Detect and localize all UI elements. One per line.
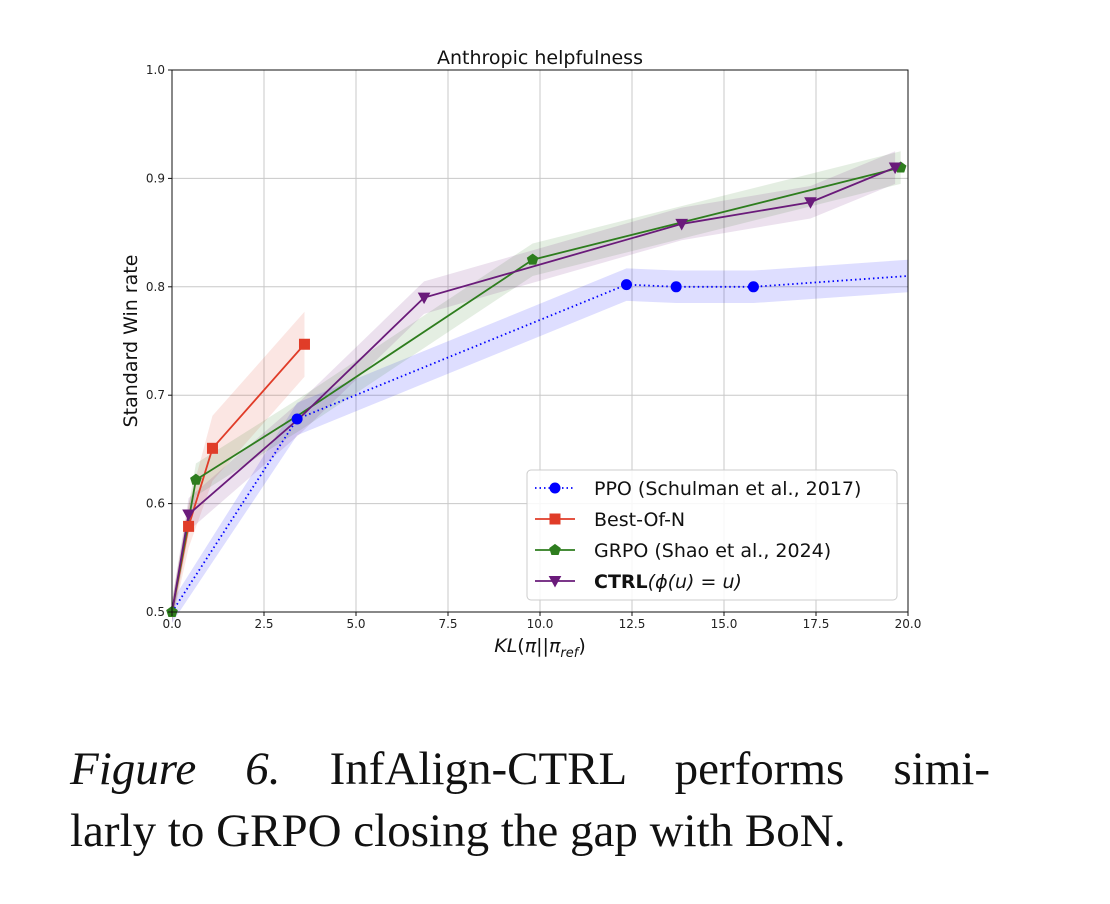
data-point-2-1 bbox=[190, 473, 202, 485]
legend: PPO (Schulman et al., 2017) Best-Of-N GRPO… bbox=[526, 469, 898, 601]
data-point-0-3 bbox=[670, 281, 682, 293]
legend-marker-3 bbox=[548, 576, 562, 588]
data-point-0-4 bbox=[747, 281, 759, 293]
x-axis-label-open: ( bbox=[517, 635, 524, 657]
error-band-1 bbox=[172, 311, 305, 623]
legend-label-3: CTRL(ϕ(u) = u) bbox=[594, 571, 742, 593]
data-point-1-3 bbox=[298, 338, 310, 350]
x-tick-label: 2.5 bbox=[254, 617, 273, 631]
caption-line-1: Figure 6. InfAlign-CTRL performs simi- bbox=[70, 738, 990, 800]
caption-text-1: InfAlign-CTRL performs simi- bbox=[329, 743, 990, 795]
legend-marker-2 bbox=[549, 543, 561, 555]
error-band-3 bbox=[172, 151, 896, 623]
data-point-1-1 bbox=[183, 520, 195, 532]
caption-line-2: larly to GRPO closing the gap with BoN. bbox=[70, 805, 846, 857]
data-point-0-1 bbox=[291, 413, 303, 425]
x-tick-label: 0.0 bbox=[162, 617, 181, 631]
tick-labels: 0.0 2.5 5.0 7.5 10.0 12.5 15.0 17.5 20.0 0.5 0.6 0.… bbox=[146, 63, 921, 631]
x-tick-label: 20.0 bbox=[895, 617, 922, 631]
y-tick-label: 0.6 bbox=[146, 497, 165, 511]
chart: 0.0 2.5 5.0 7.5 10.0 12.5 15.0 17.5 20.0 0.5 0.6 0.… bbox=[120, 47, 921, 661]
legend-label-1: Best-Of-N bbox=[594, 509, 685, 531]
error-band-0 bbox=[172, 259, 908, 623]
x-axis-label-kl: KL bbox=[494, 635, 517, 657]
data-point-2-3 bbox=[526, 253, 539, 265]
legend-label-bold: CTRL bbox=[594, 571, 648, 593]
x-axis-label-pi2: π bbox=[549, 635, 561, 657]
legend-box bbox=[526, 469, 898, 601]
data-point-3-3 bbox=[417, 292, 431, 305]
legend-label-rest: (ϕ(u) = u) bbox=[648, 571, 742, 593]
data-point-0-2 bbox=[620, 279, 632, 291]
legend-label-0: PPO (Schulman et al., 2017) bbox=[594, 478, 861, 500]
data-point-1-2 bbox=[206, 442, 218, 454]
y-tick-label: 0.9 bbox=[146, 171, 165, 185]
x-axis-label-pi: π bbox=[525, 635, 537, 657]
chart-title: Anthropic helpfulness bbox=[437, 47, 643, 69]
data-point-3-5 bbox=[804, 197, 817, 209]
data-point-3-4 bbox=[675, 218, 689, 231]
data-point-3-1 bbox=[182, 509, 195, 521]
legend-label-2: GRPO (Shao et al., 2024) bbox=[594, 540, 831, 562]
legend-marker-0 bbox=[549, 482, 561, 494]
y-tick-label: 0.8 bbox=[146, 280, 165, 294]
x-tick-label: 15.0 bbox=[711, 617, 738, 631]
error-bands bbox=[172, 151, 908, 623]
x-tick-label: 17.5 bbox=[803, 617, 830, 631]
x-axis-label-bars: || bbox=[536, 635, 549, 657]
error-band-2 bbox=[172, 151, 901, 623]
x-tick-label: 5.0 bbox=[346, 617, 365, 631]
data-point-3-6 bbox=[888, 162, 902, 175]
legend-marker-1 bbox=[549, 513, 561, 525]
x-tick-label: 12.5 bbox=[619, 617, 646, 631]
x-axis-label-close: ) bbox=[578, 635, 585, 657]
x-tick-label: 7.5 bbox=[438, 617, 457, 631]
y-tick-label: 0.7 bbox=[146, 388, 165, 402]
series-markers bbox=[166, 161, 907, 617]
y-axis-label: Standard Win rate bbox=[120, 255, 142, 428]
series-line-0 bbox=[171, 275, 909, 613]
caption-label: Figure 6. bbox=[70, 743, 281, 795]
grid bbox=[171, 69, 909, 613]
x-tick-label: 10.0 bbox=[527, 617, 554, 631]
x-axis-label: KL(π||πref) bbox=[494, 635, 586, 661]
x-axis-label-ref: ref bbox=[560, 646, 580, 661]
figure-caption: Figure 6. InfAlign-CTRL performs simi- l… bbox=[70, 738, 990, 862]
y-tick-label: 0.5 bbox=[146, 605, 165, 619]
y-tick-label: 1.0 bbox=[146, 63, 165, 77]
